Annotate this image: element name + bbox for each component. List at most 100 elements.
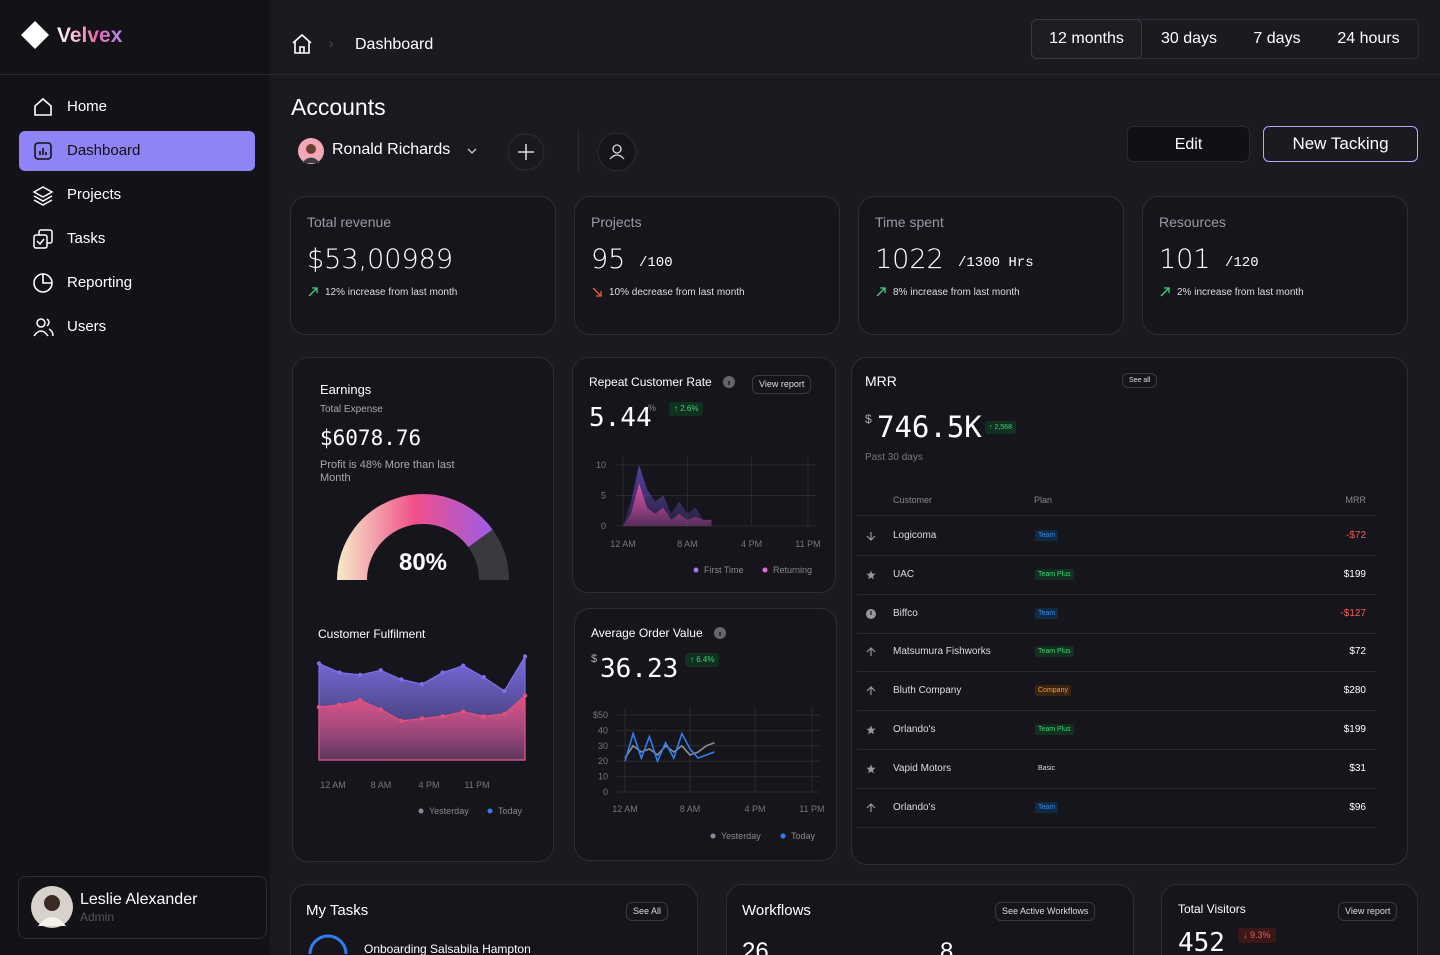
x-tick-label: 8 AM bbox=[371, 780, 392, 790]
mrr-title: MRR bbox=[865, 373, 897, 389]
task-item[interactable]: Onboarding Salsabila Hampton bbox=[364, 942, 531, 955]
plan-badge: Team bbox=[1035, 530, 1059, 541]
visitors-action[interactable]: View report bbox=[1338, 902, 1398, 921]
customer: Logicoma bbox=[893, 530, 937, 541]
row-divider bbox=[857, 555, 1377, 556]
account-name: Ronald Richards bbox=[332, 141, 451, 158]
table-divider bbox=[857, 515, 1377, 516]
range-option[interactable]: 30 days bbox=[1160, 30, 1218, 47]
plan-badge: Team bbox=[1035, 607, 1059, 619]
nav-item[interactable]: Tasks bbox=[67, 230, 106, 247]
workflows-action[interactable]: See Active Workflows bbox=[995, 902, 1096, 921]
y-tick-label: 0 bbox=[603, 787, 608, 797]
stat-change: 2% increase from last month bbox=[1177, 287, 1304, 298]
stat-suffix: /100 bbox=[639, 255, 673, 271]
x-tick-label: 4 PM bbox=[741, 539, 762, 549]
aov-title: Average Order Value bbox=[591, 626, 703, 640]
point bbox=[358, 672, 363, 678]
nav-item[interactable]: Reporting bbox=[67, 274, 133, 291]
col-customer: Customer bbox=[893, 495, 933, 505]
aov-currency: $ bbox=[591, 653, 598, 665]
logo-icon bbox=[21, 21, 49, 49]
tasks-action[interactable]: See All bbox=[626, 902, 669, 921]
account-chevron bbox=[467, 148, 477, 154]
home-icon[interactable] bbox=[291, 33, 313, 55]
x-tick-label: 12 AM bbox=[320, 780, 346, 790]
aov-value: 36.23 bbox=[600, 654, 679, 684]
plan-badge: Team Plus bbox=[1035, 568, 1074, 580]
customer: UAC bbox=[893, 568, 915, 580]
user-card[interactable] bbox=[18, 876, 267, 939]
customer: Orlando's bbox=[893, 724, 936, 735]
x-tick-label: 4 PM bbox=[418, 780, 439, 790]
nav-item[interactable]: Projects bbox=[67, 186, 122, 203]
workflows-card bbox=[726, 884, 1134, 955]
breadcrumb: Dashboard bbox=[355, 36, 434, 53]
row-divider bbox=[857, 826, 1377, 828]
nav-item[interactable]: Home bbox=[67, 98, 108, 115]
point bbox=[399, 677, 404, 682]
y-tick-label: 20 bbox=[598, 756, 608, 766]
add-account[interactable] bbox=[507, 133, 545, 171]
nav-item[interactable]: Dashboard bbox=[67, 142, 141, 159]
mrr-action[interactable]: See all bbox=[1122, 373, 1158, 388]
stat-label: Resources bbox=[1159, 214, 1226, 230]
col-mrr: MRR bbox=[1345, 495, 1367, 505]
point bbox=[522, 693, 528, 698]
legend-label: Returning bbox=[773, 565, 812, 575]
profile-button[interactable] bbox=[597, 132, 637, 172]
trend-arrow bbox=[592, 287, 602, 297]
point bbox=[419, 681, 425, 687]
earnings-note: Profit is 48% More than last Month bbox=[320, 459, 455, 484]
mrr-amount: -$72 bbox=[1345, 530, 1366, 541]
row-icon bbox=[866, 532, 876, 541]
point bbox=[337, 670, 342, 675]
earnings-charts: 80% 12 AM 8 AM 4 PM 11 PM Yesterday Today bbox=[316, 494, 528, 816]
nav-icon bbox=[32, 186, 54, 206]
stat-suffix: /1300 Hrs bbox=[958, 255, 1034, 271]
new-button[interactable]: New Tacking bbox=[1263, 126, 1418, 162]
point bbox=[399, 718, 404, 724]
fulfilment-title: Customer Fulfilment bbox=[318, 627, 426, 641]
mrr-amount: $31 bbox=[1349, 762, 1366, 774]
plan-badge: Team Plus bbox=[1035, 724, 1074, 735]
mrr-amount: $199 bbox=[1343, 724, 1366, 735]
point bbox=[481, 714, 486, 719]
row-divider bbox=[857, 671, 1377, 673]
visitors-card bbox=[1161, 884, 1418, 955]
repeat-action[interactable]: View report bbox=[752, 375, 812, 394]
stat-label: Total revenue bbox=[307, 214, 392, 230]
row-divider bbox=[857, 787, 1377, 789]
account-pill[interactable] bbox=[293, 133, 493, 170]
stat-change: 10% decrease from last month bbox=[609, 287, 745, 298]
user-role: Admin bbox=[80, 910, 115, 924]
legend-dot bbox=[487, 808, 493, 814]
repeat-card bbox=[572, 357, 836, 593]
trend-arrow bbox=[308, 287, 318, 297]
nav-icon bbox=[34, 142, 52, 160]
row-icon bbox=[866, 764, 876, 774]
nav-item[interactable]: Users bbox=[67, 318, 107, 335]
mrr-card bbox=[851, 357, 1408, 865]
x-tick-label: 12 AM bbox=[610, 539, 636, 549]
mrr-period: Past 30 days bbox=[865, 452, 923, 463]
stat-label: Projects bbox=[591, 214, 642, 230]
mrr-amount: $280 bbox=[1343, 685, 1366, 697]
customer: Vapid Motors bbox=[893, 762, 952, 774]
range-option[interactable]: 12 months bbox=[1031, 19, 1142, 59]
stat-value: 1022 bbox=[875, 244, 944, 275]
stat-card bbox=[1142, 196, 1408, 335]
row-icon bbox=[866, 802, 876, 812]
x-tick-label: 4 PM bbox=[744, 804, 765, 814]
gauge-track bbox=[468, 529, 509, 580]
point bbox=[378, 668, 383, 673]
accounts-title: Accounts bbox=[291, 94, 386, 120]
range-option[interactable]: 7 days bbox=[1253, 30, 1301, 47]
range-option[interactable]: 24 hours bbox=[1337, 30, 1400, 47]
edit-button[interactable]: Edit bbox=[1127, 126, 1250, 162]
row-icon bbox=[866, 725, 876, 735]
info-icon bbox=[714, 627, 726, 639]
workflow-count: 8 bbox=[940, 938, 954, 955]
point bbox=[522, 654, 528, 659]
